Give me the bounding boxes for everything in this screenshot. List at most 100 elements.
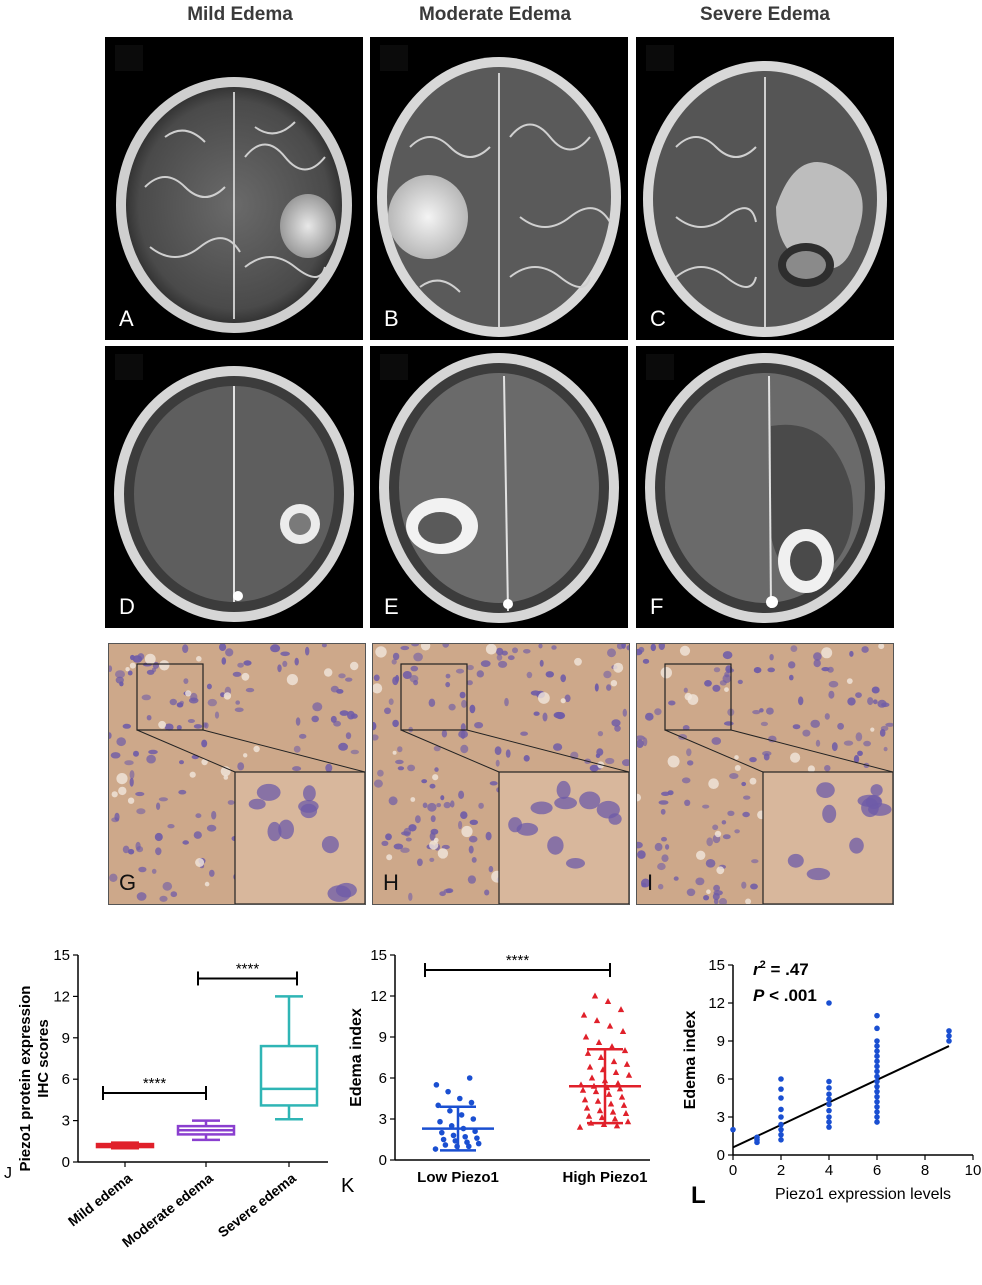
nucleus — [164, 723, 174, 731]
vacuole — [878, 644, 885, 650]
data-point — [874, 1099, 880, 1105]
nucleus — [495, 759, 500, 767]
nucleus — [225, 648, 234, 657]
vacuole — [410, 797, 416, 802]
nucleus — [750, 883, 758, 890]
vacuole — [127, 797, 135, 804]
nucleus — [813, 652, 822, 661]
vacuole — [679, 645, 691, 656]
data-point — [826, 1096, 832, 1103]
inset-nucleus — [327, 885, 352, 902]
nucleus — [504, 697, 509, 707]
nucleus — [119, 681, 124, 687]
nucleus — [712, 824, 719, 831]
nucleus — [658, 800, 669, 805]
nucleus — [408, 824, 417, 832]
mri-panel-d: D — [105, 346, 363, 628]
inset-nucleus — [608, 813, 622, 825]
vacuole — [734, 765, 741, 771]
inset-nucleus — [547, 836, 564, 855]
y-axis-label: Piezo1 protein expression — [17, 986, 34, 1172]
data-point — [874, 1104, 880, 1110]
nucleus — [292, 766, 302, 772]
panel-label-j: J — [4, 1165, 12, 1182]
nucleus — [883, 746, 888, 752]
nucleus — [798, 696, 804, 706]
nucleus — [111, 817, 120, 823]
r-squared-label: r2 = .47 — [753, 959, 809, 979]
nucleus — [146, 715, 152, 721]
nucleus — [460, 811, 468, 819]
nucleus — [695, 877, 705, 886]
data-point — [826, 1107, 832, 1114]
nucleus — [135, 791, 145, 797]
data-point — [462, 1133, 468, 1140]
inset-nucleus — [530, 801, 553, 815]
nucleus — [611, 719, 621, 727]
nucleus — [668, 700, 676, 706]
nucleus — [551, 645, 557, 650]
nucleus — [553, 743, 563, 751]
nucleus — [211, 810, 217, 820]
nucleus — [373, 779, 383, 788]
nucleus — [853, 755, 860, 764]
inset-nucleus — [554, 796, 577, 810]
inset-nucleus — [321, 836, 339, 854]
inset-nucleus — [579, 791, 601, 810]
nucleus — [193, 831, 202, 839]
inset-connector — [202, 729, 365, 773]
label-mask — [115, 354, 143, 380]
nucleus — [711, 737, 722, 745]
data-point — [448, 1123, 455, 1129]
nucleus — [433, 745, 441, 752]
vacuole — [613, 662, 624, 673]
nucleus — [237, 662, 244, 668]
panel-label-i: I — [647, 870, 654, 895]
nucleus — [594, 683, 599, 692]
nucleus — [232, 671, 242, 677]
nucleus — [753, 667, 762, 674]
nucleus — [496, 647, 504, 656]
nucleus — [539, 659, 544, 667]
vacuole — [392, 750, 397, 755]
nucleus — [637, 841, 643, 849]
nucleus — [861, 646, 869, 653]
vacuole — [708, 778, 719, 789]
nucleus — [654, 842, 663, 852]
vacuole — [253, 745, 260, 753]
nucleus — [445, 681, 451, 688]
vacuole — [807, 765, 815, 773]
nucleus — [381, 840, 389, 846]
nucleus — [141, 694, 151, 701]
nucleus — [538, 644, 543, 649]
data-point — [621, 1047, 629, 1054]
y-tick-label: 15 — [370, 947, 387, 964]
x-tick-label: 2 — [777, 1162, 785, 1179]
nucleus — [815, 739, 821, 747]
data-point — [464, 1139, 470, 1146]
nucleus — [468, 845, 474, 854]
nucleus — [109, 665, 113, 672]
nucleus — [494, 746, 502, 755]
nucleus — [484, 889, 490, 896]
nucleus — [441, 729, 448, 738]
inset-nucleus — [508, 817, 522, 833]
data-point — [579, 1086, 587, 1093]
data-point — [458, 1112, 465, 1118]
nucleus — [637, 648, 643, 656]
data-point — [874, 1078, 880, 1085]
nucleus — [294, 657, 299, 666]
nucleus — [187, 719, 195, 723]
nucleus — [637, 850, 646, 859]
nucleus — [155, 847, 162, 856]
nucleus — [466, 680, 473, 686]
nucleus — [727, 810, 735, 816]
nucleus — [392, 719, 399, 728]
nucleus — [245, 687, 255, 693]
nucleus — [422, 802, 428, 809]
vacuole — [687, 694, 699, 705]
nucleus — [520, 731, 528, 736]
nucleus — [182, 840, 189, 845]
nucleus — [392, 652, 400, 661]
r-symbol: r — [753, 960, 761, 979]
